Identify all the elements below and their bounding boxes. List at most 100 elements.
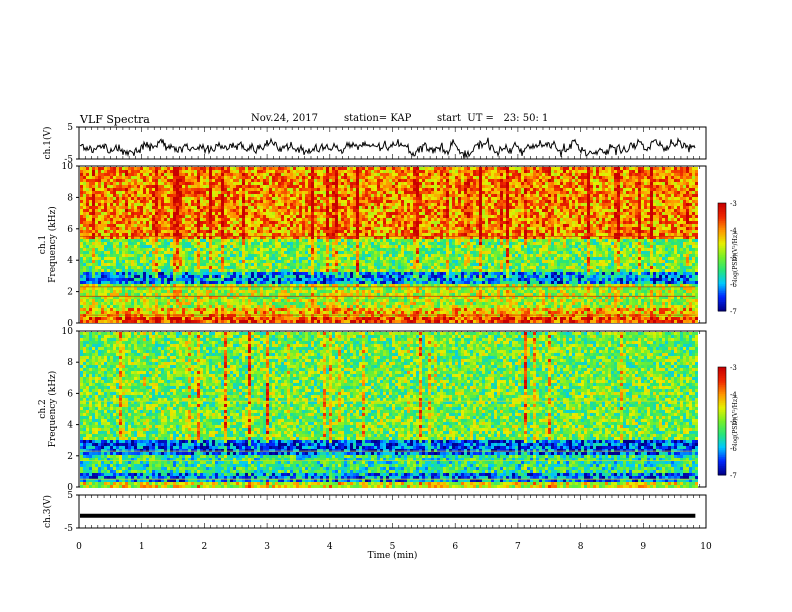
spectrogram-cell bbox=[269, 224, 272, 227]
spectrogram-cell bbox=[92, 290, 95, 293]
spectrogram-cell bbox=[119, 167, 122, 170]
spectrogram-cell bbox=[269, 233, 272, 236]
spectrogram-cell bbox=[191, 275, 194, 278]
spectrogram-cell bbox=[125, 194, 128, 197]
spectrogram-cell bbox=[233, 203, 236, 206]
spectrogram-cell bbox=[98, 302, 101, 305]
spectrogram-cell bbox=[209, 176, 212, 179]
spectrogram-cell bbox=[206, 263, 209, 266]
spectrogram-cell bbox=[104, 176, 107, 179]
spectrogram-cell bbox=[302, 254, 305, 257]
spectrogram-cell bbox=[308, 296, 311, 299]
spectrogram-cell bbox=[179, 197, 182, 200]
spectrogram-cell bbox=[98, 212, 101, 215]
spectrogram-cell bbox=[197, 248, 200, 251]
spectrogram-cell bbox=[140, 245, 143, 248]
spectrogram-cell bbox=[137, 287, 140, 290]
spectrogram-cell bbox=[251, 302, 254, 305]
spectrogram-cell bbox=[140, 248, 143, 251]
spectrogram-cell bbox=[107, 209, 110, 212]
spectrogram-cell bbox=[113, 278, 116, 281]
spectrogram-cell bbox=[293, 242, 296, 245]
spectrogram-cell bbox=[317, 179, 320, 182]
spectrogram-cell bbox=[128, 284, 131, 287]
spectrogram-cell bbox=[266, 242, 269, 245]
spectrogram-cell bbox=[134, 239, 137, 242]
spectrogram-cell bbox=[302, 224, 305, 227]
spectrogram-cell bbox=[98, 221, 101, 224]
spectrogram-cell bbox=[290, 206, 293, 209]
spectrogram-cell bbox=[212, 221, 215, 224]
spectrogram-cell bbox=[278, 296, 281, 299]
spectrogram-cell bbox=[128, 188, 131, 191]
spectrogram-cell bbox=[194, 215, 197, 218]
spectrogram-cell bbox=[86, 224, 89, 227]
spectrogram-cell bbox=[161, 185, 164, 188]
spectrogram-cell bbox=[125, 287, 128, 290]
spectrogram-cell bbox=[200, 293, 203, 296]
spectrogram-cell bbox=[200, 173, 203, 176]
spectrogram-cell bbox=[182, 290, 185, 293]
spectrogram-cell bbox=[296, 266, 299, 269]
spectrogram-cell bbox=[188, 218, 191, 221]
spectrogram-cell bbox=[260, 311, 263, 314]
spectrogram-cell bbox=[230, 284, 233, 287]
spectrogram-cell bbox=[308, 233, 311, 236]
spectrogram-cell bbox=[140, 296, 143, 299]
spectrogram-cell bbox=[236, 317, 239, 320]
spectrogram-cell bbox=[236, 275, 239, 278]
spectrogram-cell bbox=[182, 299, 185, 302]
spectrogram-cell bbox=[80, 272, 83, 275]
spectrogram-cell bbox=[212, 320, 215, 323]
spectrogram-cell bbox=[86, 305, 89, 308]
spectrogram-cell bbox=[110, 287, 113, 290]
spectrogram-cell bbox=[125, 167, 128, 170]
spectrogram-cell bbox=[245, 194, 248, 197]
spectrogram-cell bbox=[302, 290, 305, 293]
spectrogram-cell bbox=[248, 251, 251, 254]
spectrogram-cell bbox=[206, 239, 209, 242]
spectrogram-cell bbox=[245, 245, 248, 248]
spectrogram-cell bbox=[251, 179, 254, 182]
spectrogram-cell bbox=[188, 230, 191, 233]
spectrogram-cell bbox=[149, 275, 152, 278]
spectrogram-cell bbox=[284, 191, 287, 194]
spectrogram-cell bbox=[311, 203, 314, 206]
spectrogram-cell bbox=[278, 230, 281, 233]
spectrogram-cell bbox=[137, 179, 140, 182]
spectrogram-cell bbox=[134, 185, 137, 188]
spectrogram-cell bbox=[278, 245, 281, 248]
spectrogram-cell bbox=[122, 251, 125, 254]
spectrogram-cell bbox=[290, 200, 293, 203]
spectrogram-cell bbox=[224, 230, 227, 233]
spectrogram-cell bbox=[314, 194, 317, 197]
spectrogram-cell bbox=[230, 224, 233, 227]
spectrogram-cell bbox=[224, 212, 227, 215]
spectrogram-cell bbox=[191, 224, 194, 227]
spectrogram-cell bbox=[203, 173, 206, 176]
spectrogram-cell bbox=[173, 203, 176, 206]
spectrogram-cell bbox=[296, 317, 299, 320]
spectrogram-cell bbox=[248, 182, 251, 185]
spectrogram-cell bbox=[197, 266, 200, 269]
y-tick-label: 2 bbox=[67, 288, 73, 298]
spectrogram-cell bbox=[83, 311, 86, 314]
spectrogram-cell bbox=[164, 272, 167, 275]
spectrogram-cell bbox=[266, 275, 269, 278]
spectrogram-cell bbox=[272, 308, 275, 311]
spectrogram-cell bbox=[158, 218, 161, 221]
spectrogram-cell bbox=[287, 218, 290, 221]
spectrogram-cell bbox=[257, 308, 260, 311]
spectrogram-cell bbox=[239, 266, 242, 269]
spectrogram-cell bbox=[224, 167, 227, 170]
spectrogram-cell bbox=[296, 248, 299, 251]
spectrogram-cell bbox=[266, 290, 269, 293]
spectrogram-cell bbox=[167, 236, 170, 239]
spectrogram-cell bbox=[296, 224, 299, 227]
spectrogram-cell bbox=[317, 257, 320, 260]
spectrogram-cell bbox=[209, 221, 212, 224]
spectrogram-cell bbox=[287, 305, 290, 308]
spectrogram-cell bbox=[83, 245, 86, 248]
spectrogram-cell bbox=[92, 239, 95, 242]
spectrogram-cell bbox=[245, 185, 248, 188]
